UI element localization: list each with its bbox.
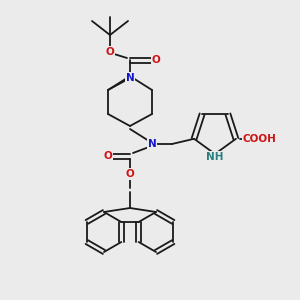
Text: COOH: COOH xyxy=(243,134,277,144)
Text: O: O xyxy=(126,169,134,179)
Text: O: O xyxy=(106,47,114,57)
Text: NH: NH xyxy=(206,152,224,162)
Text: N: N xyxy=(126,73,134,83)
Text: N: N xyxy=(148,139,156,149)
Text: O: O xyxy=(152,55,160,65)
Text: O: O xyxy=(103,151,112,161)
